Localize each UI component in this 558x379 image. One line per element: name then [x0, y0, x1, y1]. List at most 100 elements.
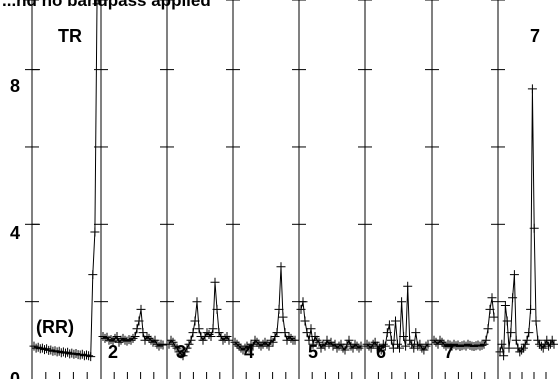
data-point	[37, 343, 47, 353]
data-point	[256, 341, 266, 351]
data-point	[134, 316, 144, 326]
data-point	[170, 341, 180, 351]
data-point	[529, 223, 539, 233]
data-point	[206, 332, 216, 341]
data-point	[511, 335, 521, 345]
data-point	[382, 328, 392, 338]
data-point	[114, 337, 124, 347]
data-point	[208, 324, 218, 334]
data-point	[397, 297, 407, 307]
data-point	[326, 337, 336, 347]
data-point	[274, 304, 284, 314]
data-point	[270, 332, 280, 341]
data-point	[364, 341, 374, 351]
data-point	[407, 339, 417, 349]
data-point	[248, 341, 258, 351]
data-point	[144, 333, 154, 343]
data-point	[417, 343, 427, 353]
data-point	[238, 345, 248, 355]
data-point	[284, 332, 294, 341]
data-point	[198, 335, 208, 345]
panel-label-5: 5	[308, 342, 318, 362]
data-point	[320, 341, 330, 351]
data-point	[445, 340, 455, 350]
data-point	[210, 277, 220, 287]
y-tick-label-8: 8	[10, 76, 20, 96]
data-point	[449, 339, 459, 349]
data-point	[463, 339, 473, 349]
data-point	[186, 335, 196, 345]
data-point	[222, 332, 232, 341]
data-point	[262, 339, 272, 349]
data-point	[46, 345, 56, 355]
data-point	[286, 333, 296, 343]
panel-label-3: 3	[176, 342, 186, 362]
data-point	[214, 328, 224, 338]
data-point	[533, 335, 543, 345]
data-point	[246, 339, 256, 349]
data-point	[354, 343, 364, 353]
data-point	[374, 343, 384, 353]
data-point	[190, 316, 200, 326]
data-point	[527, 84, 537, 94]
data-point	[192, 297, 202, 307]
panel-label-7: 7	[444, 342, 454, 362]
data-point	[212, 304, 222, 314]
data-point	[370, 337, 380, 347]
data-point	[368, 339, 378, 349]
data-point	[266, 335, 276, 345]
data-point	[366, 343, 376, 353]
data-point	[475, 341, 485, 351]
data-point	[435, 335, 445, 345]
data-point	[411, 328, 421, 338]
data-point	[90, 227, 100, 237]
data-point	[517, 345, 527, 355]
data-point	[244, 343, 254, 353]
data-point	[312, 335, 322, 345]
data-point	[403, 281, 413, 291]
data-point	[252, 337, 262, 347]
data-point	[378, 339, 388, 349]
data-point	[122, 336, 132, 346]
data-point	[126, 335, 136, 345]
data-point	[310, 332, 320, 341]
panel-label-2: 2	[108, 342, 118, 362]
data-point	[518, 343, 528, 353]
data-point	[178, 351, 188, 361]
data-point	[106, 335, 116, 345]
data-point	[130, 332, 140, 341]
data-point	[515, 347, 525, 357]
data-point	[250, 335, 260, 345]
data-point	[142, 332, 152, 341]
data-point	[112, 332, 122, 341]
data-point	[342, 339, 352, 349]
data-point	[304, 335, 314, 345]
data-point	[350, 339, 360, 349]
data-point	[63, 347, 73, 357]
data-point	[483, 324, 493, 334]
data-point	[220, 333, 230, 343]
data-point	[124, 335, 134, 345]
data-point	[393, 339, 402, 349]
data-point	[495, 347, 505, 357]
data-point	[340, 345, 350, 355]
panel-label-7-top: 7	[530, 26, 540, 46]
panel-label-tr: TR	[58, 26, 82, 46]
data-point	[509, 270, 519, 280]
data-point	[485, 304, 495, 314]
data-point	[150, 335, 160, 345]
data-point	[180, 347, 190, 357]
data-point	[524, 328, 534, 338]
data-point	[531, 316, 541, 326]
data-point	[386, 335, 396, 345]
data-point	[302, 328, 312, 338]
data-point	[224, 335, 234, 345]
data-point	[391, 316, 400, 326]
data-point	[71, 349, 81, 358]
grid-lines	[31, 0, 499, 379]
data-point	[322, 335, 332, 345]
data-point	[92, 0, 102, 9]
data-point	[479, 339, 489, 349]
chart-title: ...nd no bandpass applied	[2, 0, 211, 10]
data-point	[77, 349, 87, 359]
